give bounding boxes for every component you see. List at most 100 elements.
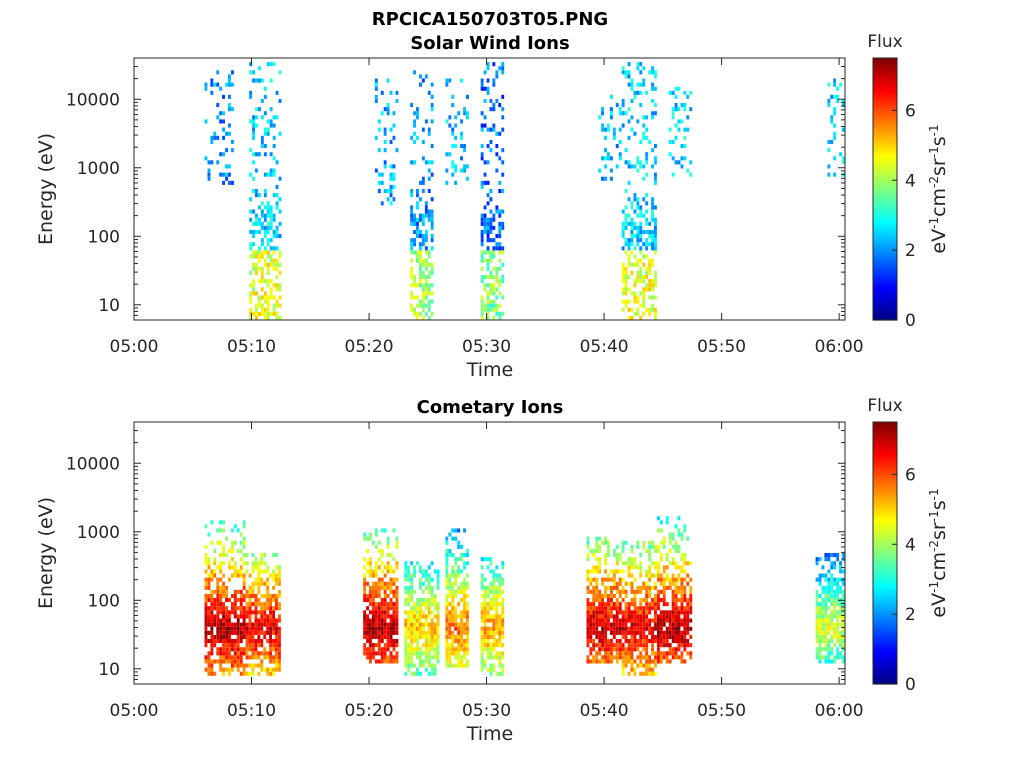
spectrogram-cell [645,221,649,226]
spectrogram-cell [386,107,390,112]
spectrogram-cell [604,577,607,582]
spectrogram-cell [421,589,425,594]
colorbar-tick-label: 2 [905,605,916,625]
spectrogram-cell [621,307,625,312]
spectrogram-cell [498,103,502,108]
spectrogram-cell [648,311,652,316]
spectrogram-cell [486,86,490,91]
spectrogram-cell [419,197,422,202]
colorbar-segment [873,662,897,665]
spectrogram-cell [683,524,687,529]
spectrogram-cell [263,217,267,222]
spectrogram-cell [621,585,625,590]
spectrogram-cell [680,553,684,558]
spectrogram-cell [225,598,228,603]
spectrogram-cell [495,279,499,284]
spectrogram-cell [827,585,831,590]
spectrogram-cell [269,205,273,210]
spectrogram-cell [492,593,496,598]
spectrogram-cell [419,74,422,79]
spectrogram-cell [427,90,431,95]
spectrogram-cell [263,610,267,615]
spectrogram-cell [219,119,223,124]
colorbar-segment [873,456,897,460]
colorbar-segment [873,450,897,454]
spectrogram-cell [207,655,211,660]
spectrogram-cell [249,62,253,67]
spectrogram-cell [671,156,675,161]
spectrogram-cell [657,647,660,652]
spectrogram-cell [219,111,223,116]
spectrogram-cell [624,74,628,79]
spectrogram-cell [592,548,596,553]
spectrogram-cell [410,238,414,243]
spectrogram-cell [821,647,825,652]
spectrogram-cell [445,573,449,578]
colorbar-segment [873,293,897,297]
spectrogram-cell [651,598,654,603]
spectrogram-cell [410,295,414,300]
spectrogram-cell [275,115,279,120]
spectrogram-cell [498,303,502,308]
spectrogram-cell [483,630,487,635]
spectrogram-cell [680,606,684,611]
spectrogram-cell [433,647,437,652]
spectrogram-cell [830,593,834,598]
spectrogram-cell [486,127,490,132]
spectrogram-cell [419,254,422,259]
spectrogram-cell [430,630,434,635]
spectrogram-cell [645,589,649,594]
spectrogram-cell [204,561,208,566]
spectrogram-cell [633,561,637,566]
spectrogram-cell [207,573,211,578]
spectrogram-cell [654,205,657,210]
spectrogram-cell [410,266,414,271]
spectrogram-cell [404,630,408,635]
spectrogram-cell [683,610,687,615]
spectrogram-cell [492,250,496,255]
spectrogram-cell [645,643,649,648]
spectrogram-cell [410,242,414,247]
spectrogram-cell [219,86,223,91]
spectrogram-cell [665,639,669,644]
spectrogram-cell [252,78,255,83]
spectrogram-cell [454,618,458,623]
spectrogram-cell [369,602,372,607]
colorbar-segment [873,441,897,445]
spectrogram-cell [216,606,220,611]
spectrogram-cell [607,577,610,582]
spectrogram-cell [466,553,469,558]
spectrogram-cell [278,639,281,644]
spectrogram-cell [662,643,666,648]
spectrogram-cell [457,573,461,578]
spectrogram-cell [457,614,461,619]
spectrogram-cell [433,622,437,627]
spectrogram-cell [219,639,223,644]
spectrogram-cell [683,144,687,149]
spectrogram-cell [236,630,240,635]
spectrogram-cell [624,303,628,308]
spectrogram-cell [495,639,499,644]
spectrogram-cell [642,66,646,71]
x-tick-label: 05:40 [580,337,629,357]
spectrogram-cell [621,663,625,668]
spectrogram-cell [430,291,434,296]
spectrogram-cell [263,315,267,320]
spectrogram-cell [454,135,458,140]
colorbar-segment [873,215,897,218]
spectrogram-cell [818,602,822,607]
colorbar-segment [873,175,897,179]
spectrogram-cell [263,630,267,635]
spectrogram-cell [207,168,211,173]
spectrogram-cell [492,569,496,574]
spectrogram-cell [263,307,267,312]
spectrogram-cell [633,246,637,251]
spectrogram-cell [242,561,246,566]
spectrogram-cell [671,639,675,644]
spectrogram-cell [410,618,414,623]
spectrogram-cell [278,647,281,652]
spectrogram-cell [448,614,452,619]
spectrogram-cell [680,569,684,574]
spectrogram-cell [824,577,828,582]
spectrogram-cell [598,643,602,648]
